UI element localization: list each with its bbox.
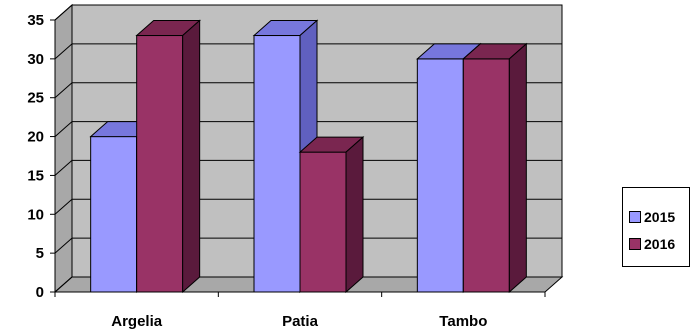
gridline-side [54,198,73,215]
bar-2016-tambo [462,42,528,294]
y-tick-label: 35 [27,12,44,29]
y-tick-label: 0 [36,284,44,301]
legend-swatch-2016 [629,238,641,250]
y-tick-label: 5 [36,245,44,262]
bar-front [462,58,510,293]
legend-swatch-2015 [629,211,641,223]
gridline-side [54,43,73,60]
bar-front [90,136,138,293]
y-tick-label: 30 [27,51,44,68]
legend-label-2015: 2015 [644,209,676,225]
x-category-label: Tambo [439,313,487,330]
y-tick-label: 20 [27,129,44,146]
bar-2016-argelia [135,19,201,294]
gridline-side [54,121,73,137]
gridline-side [54,82,73,99]
bar-front [253,35,301,293]
bar-side [508,42,527,294]
legend-item-2016: 2016 [629,235,675,253]
legend-item-2015: 2015 [629,208,675,226]
side-wall [54,3,73,294]
gridline-side [54,237,73,254]
y-tick-label: 25 [27,90,44,107]
y-tick-label: 10 [27,206,44,223]
bar-front [416,58,464,293]
bar-front [136,35,184,293]
x-category-label: Patia [282,313,319,330]
bar-side [345,136,364,294]
y-tick-label: 15 [27,167,44,184]
legend-label-2016: 2016 [644,236,676,252]
bar-side [182,19,201,294]
legend: 2015 2016 [622,187,690,267]
x-category-label: Argelia [111,313,163,330]
bar-front [299,151,347,293]
gridline-side [54,276,73,293]
bar-2016-patia [298,136,365,294]
gridline-side [54,4,73,21]
gridline-side [54,160,73,176]
